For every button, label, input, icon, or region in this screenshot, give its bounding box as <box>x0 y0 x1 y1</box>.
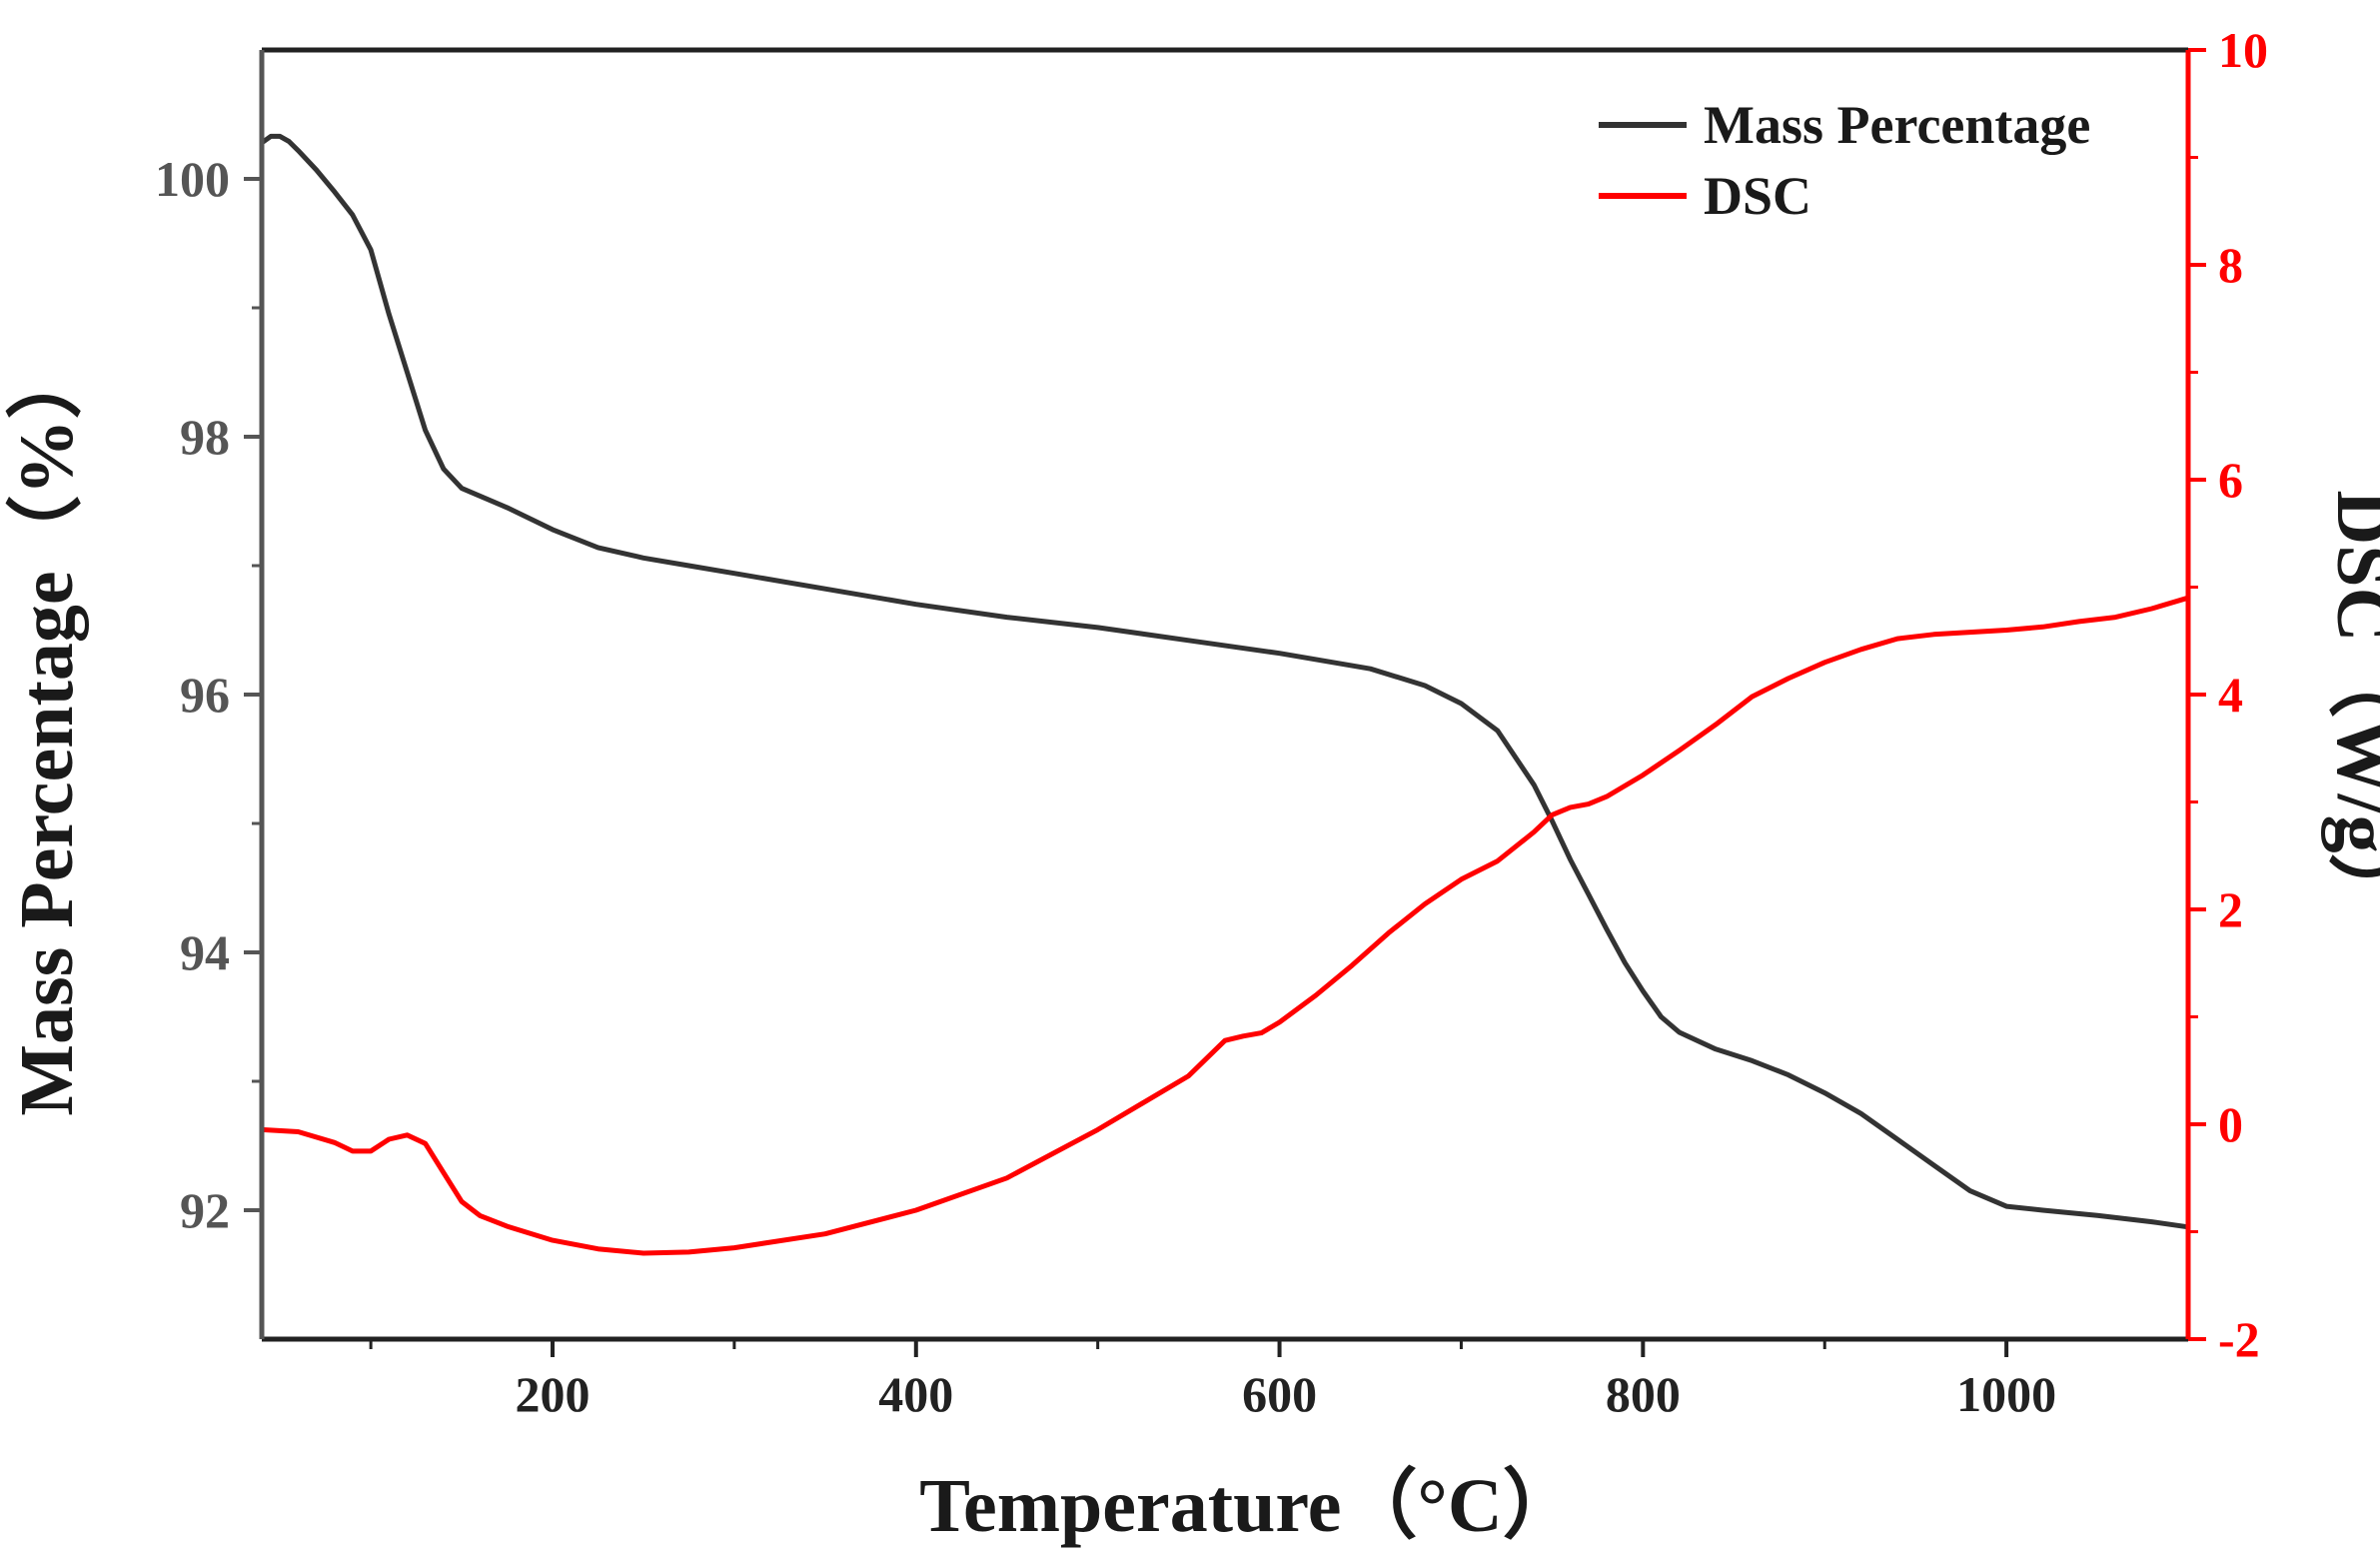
y-axis-left-title: Mass Percentage（%） <box>5 343 89 1115</box>
y-axis-right-title: DSC（W/g） <box>2321 490 2380 928</box>
y-left-tick-label: 96 <box>180 667 230 723</box>
y-right-tick-label: 6 <box>2218 452 2243 508</box>
x-tick-label: 600 <box>1242 1366 1317 1422</box>
y-right-tick-label: 10 <box>2218 22 2268 78</box>
x-tick-label: 200 <box>516 1366 591 1422</box>
y-right-tick-label: 4 <box>2218 667 2243 723</box>
dsc-series-line <box>259 595 2191 1256</box>
y-right-tick-label: 8 <box>2218 237 2243 293</box>
ticks-layer: 200 400 600 800 1000 92 94 96 98 100 -2 0 2 4 6 8 10 <box>155 22 2268 1422</box>
y-right-tick-label: 2 <box>2218 881 2243 937</box>
y-left-tick-label: 94 <box>180 924 230 980</box>
x-tick-label: 1000 <box>1956 1366 2056 1422</box>
x-axis-title: Temperature（°C） <box>919 1464 1578 1548</box>
y-right-tick-label: 0 <box>2218 1096 2243 1152</box>
x-tick-label: 800 <box>1606 1366 1681 1422</box>
y-left-tick-label: 98 <box>180 409 230 465</box>
mass-percentage-series-line <box>259 133 2191 1230</box>
y-right-tick-label: -2 <box>2218 1311 2260 1367</box>
legend: Mass Percentage DSC <box>1599 95 2090 226</box>
y-left-tick-label: 100 <box>155 151 230 207</box>
legend-label-mass: Mass Percentage <box>1704 95 2090 155</box>
legend-label-dsc: DSC <box>1704 166 1811 226</box>
axes-layer <box>259 47 2191 1342</box>
series-layer <box>259 133 2191 1256</box>
x-tick-label: 400 <box>878 1366 953 1422</box>
y-left-tick-label: 92 <box>180 1182 230 1238</box>
